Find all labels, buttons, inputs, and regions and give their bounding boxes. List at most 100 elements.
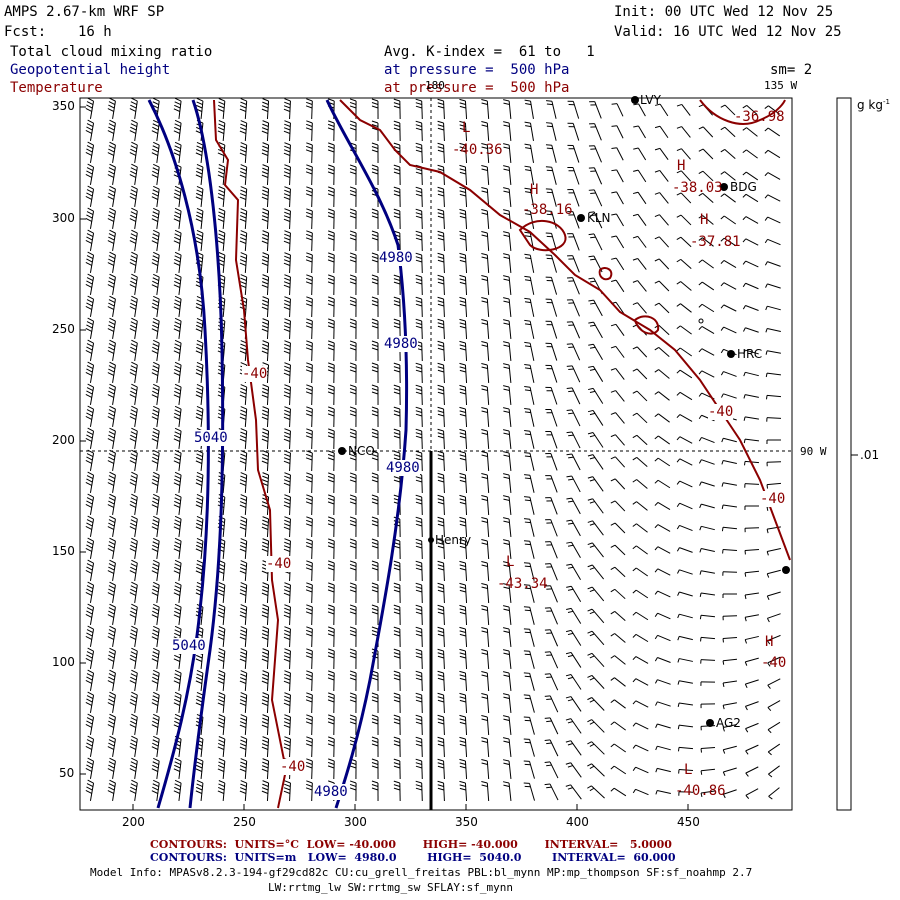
wind-barb-feather — [328, 736, 335, 740]
wind-barb-feather — [437, 586, 444, 589]
wind-barb — [722, 526, 738, 530]
wind-barb-feather — [437, 560, 444, 564]
wind-barb — [702, 148, 714, 160]
wind-barb-feather — [654, 590, 659, 595]
wind-barb-feather — [349, 321, 357, 325]
wind-barb-feather — [152, 585, 159, 590]
wind-barb — [700, 659, 716, 661]
wind-barb-feather — [766, 506, 769, 511]
wind-barb-feather — [459, 479, 467, 483]
wind-barb — [745, 238, 759, 246]
wind-barb-feather — [305, 721, 313, 725]
wind-barb-feather — [632, 346, 638, 350]
wind-barb-feather — [437, 784, 444, 787]
wind-barb-feather — [261, 460, 269, 464]
wind-barb-feather — [371, 523, 379, 527]
wind-barb-feather — [152, 651, 159, 656]
wind-barb-feather — [721, 482, 724, 487]
wind-barb — [592, 476, 604, 492]
wind-barb — [657, 612, 671, 620]
wind-barb-feather — [459, 259, 467, 263]
wind-barb-feather — [283, 152, 291, 156]
wind-barb-feather — [218, 230, 226, 234]
wind-barb — [550, 343, 558, 361]
wind-barb-feather — [86, 258, 93, 263]
wind-barb-feather — [371, 520, 379, 523]
wind-barb-feather — [108, 148, 115, 153]
wind-barb-feather — [459, 435, 467, 439]
wind-barb — [464, 364, 468, 384]
wind-barb-feather — [459, 542, 466, 545]
wind-barb-feather — [196, 383, 204, 388]
wind-barb-feather — [722, 771, 726, 776]
wind-barb — [421, 584, 423, 604]
wind-barb-feather — [437, 545, 445, 549]
wind-barb-feather — [129, 592, 136, 596]
wind-barb-feather — [503, 212, 510, 216]
wind-barb — [767, 350, 781, 354]
wind-barb-feather — [86, 541, 94, 546]
wind-barb-feather — [173, 548, 181, 552]
station-lvy: LVY — [640, 93, 661, 107]
wind-barb-feather — [129, 416, 136, 420]
wind-barb-feather — [218, 142, 226, 146]
wind-barb-feather — [130, 519, 138, 524]
wind-barb-feather — [415, 743, 423, 747]
wind-barb-feather — [503, 209, 510, 212]
wind-barb — [722, 658, 738, 662]
wind-barb-feather — [305, 457, 313, 461]
wind-barb-feather — [699, 592, 702, 598]
wind-barb-feather — [587, 409, 594, 413]
wind-barb — [421, 716, 423, 736]
wind-barb-feather — [284, 516, 291, 520]
wind-barb-feather — [371, 718, 379, 721]
wind-barb-feather — [305, 655, 313, 659]
temp-contour-ne — [699, 99, 786, 125]
wind-barb-feather — [459, 721, 467, 725]
wind-barb-feather — [437, 102, 444, 105]
wind-barb — [311, 650, 313, 670]
wind-barb-feather — [129, 218, 136, 222]
wind-barb-feather — [698, 348, 703, 353]
wind-barb-feather — [459, 432, 466, 435]
wind-barb — [443, 694, 445, 714]
wind-barb-feather — [415, 542, 422, 545]
wind-barb-feather — [699, 503, 702, 509]
wind-barb-feather — [481, 476, 488, 479]
wind-barb-feather — [655, 745, 658, 751]
wind-barb — [615, 412, 625, 424]
wind-barb-feather — [284, 98, 291, 102]
wind-barb — [635, 567, 649, 577]
wind-barb-feather — [677, 658, 680, 663]
wind-barb-feather — [349, 409, 357, 413]
wind-barb-feather — [284, 695, 291, 699]
wind-barb-feather — [415, 626, 422, 630]
wind-barb-feather — [371, 516, 379, 520]
pressure-height: at pressure = 500 hPa — [384, 62, 570, 78]
wind-barb-feather — [152, 170, 159, 175]
wind-barb-feather — [86, 101, 94, 106]
wind-barb — [549, 673, 559, 691]
wind-barb-feather — [152, 588, 159, 593]
wind-barb-feather — [240, 736, 247, 740]
wind-barb-feather — [261, 523, 269, 527]
wind-barb-feather — [240, 780, 247, 784]
extremum-kind: H — [530, 182, 539, 198]
wind-barb-feather — [632, 258, 638, 261]
wind-barb — [613, 765, 627, 775]
wind-barb-feather — [86, 786, 93, 791]
wind-barb-feather — [130, 720, 137, 725]
wind-barb-feather — [284, 472, 291, 476]
wind-barb-feather — [349, 318, 357, 322]
wind-barb-feather — [173, 306, 181, 310]
wind-barb-feather — [305, 523, 313, 527]
wind-barb-feather — [349, 431, 357, 435]
wind-barb-feather — [174, 610, 181, 615]
wind-barb-feather — [565, 674, 572, 677]
wind-barb-feather — [764, 194, 769, 199]
wind-barb-feather — [503, 762, 510, 766]
wind-barb-feather — [327, 453, 335, 457]
wind-barb — [421, 650, 423, 670]
wind-barb-feather — [195, 768, 203, 772]
wind-barb-feather — [415, 237, 423, 241]
